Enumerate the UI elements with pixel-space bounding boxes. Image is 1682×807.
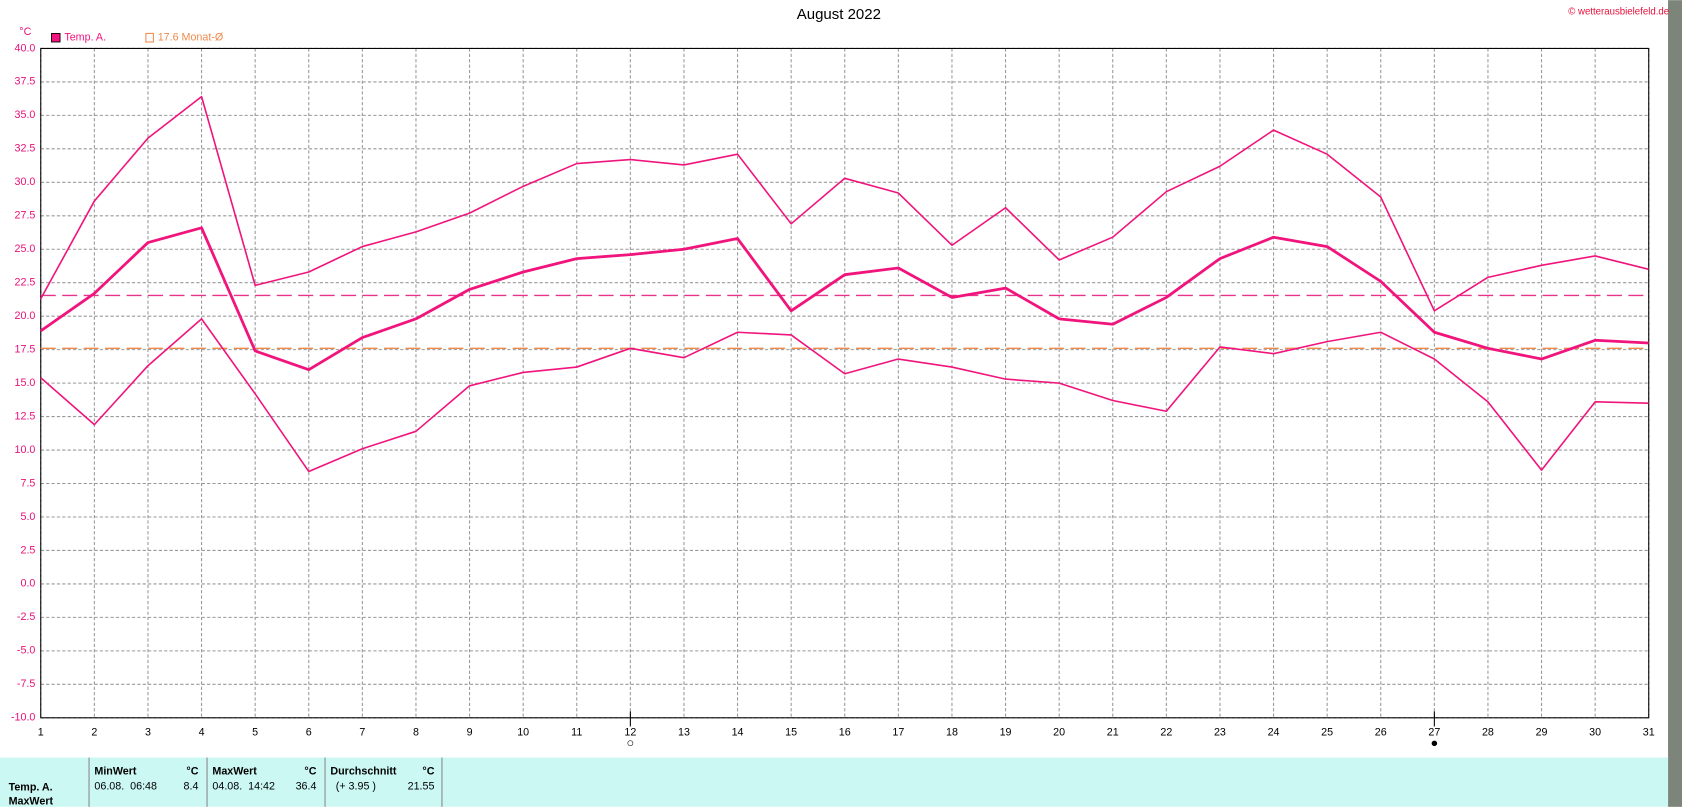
x-tick-label: 17: [892, 727, 904, 739]
x-tick-label: 24: [1268, 727, 1280, 739]
x-tick-label: 16: [839, 727, 851, 739]
table-lines: [88, 757, 443, 807]
x-tick-label: 8: [413, 727, 419, 739]
table-header: °C: [422, 765, 434, 777]
x-tick-label: 29: [1536, 727, 1548, 739]
table-cell: 8.4: [184, 780, 199, 792]
table-header: °C: [186, 765, 198, 777]
y-tick-label: 35.0: [15, 109, 36, 121]
table-header: MaxWert: [212, 765, 257, 777]
x-tick-label: 5: [252, 727, 258, 739]
table-cell: Temp. A.: [9, 781, 53, 793]
table-cell: 21.55: [408, 780, 435, 792]
x-tick-label: 6: [306, 727, 312, 739]
y-tick-label: 5.0: [20, 511, 35, 523]
x-tick-label: 1: [38, 727, 44, 739]
x-tick-label: 25: [1321, 727, 1333, 739]
x-tick-label: 21: [1107, 727, 1119, 739]
stats-table: [0, 757, 1669, 807]
x-tick-label: 27: [1428, 727, 1440, 739]
x-tick-label: 9: [467, 727, 473, 739]
x-tick-label: 2: [91, 727, 97, 739]
y-tick-label: -7.5: [17, 678, 36, 690]
moon-marker: ●: [1430, 735, 1438, 750]
x-tick-label: 3: [145, 727, 151, 739]
x-tick-label: 30: [1589, 727, 1601, 739]
x-tick-label: 22: [1160, 727, 1172, 739]
legend-swatch: [145, 32, 154, 43]
x-tick-label: 12: [624, 727, 636, 739]
table-cell: (+ 3.95 ): [336, 780, 376, 792]
legend-swatch: [51, 32, 61, 43]
y-tick-label: -5.0: [17, 645, 36, 657]
y-tick-label: 32.5: [15, 143, 36, 155]
x-tick-label: 19: [1000, 727, 1012, 739]
y-tick-label: 7.5: [20, 477, 35, 489]
x-tick-label: 26: [1375, 727, 1387, 739]
credit: © wetterausbielefeld.de: [1568, 7, 1669, 18]
x-tick-label: 18: [946, 727, 958, 739]
y-tick-label: -2.5: [17, 611, 36, 623]
x-tick-label: 11: [571, 727, 582, 739]
y-unit: °C: [19, 26, 31, 38]
y-tick-label: 37.5: [15, 76, 36, 88]
y-tick-label: 22.5: [15, 277, 36, 289]
x-tick-label: 20: [1053, 727, 1065, 739]
y-tick-label: 27.5: [15, 210, 36, 222]
table-header: MinWert: [94, 765, 137, 777]
chart-title: August 2022: [797, 6, 881, 23]
y-tick-label: 40.0: [15, 42, 36, 54]
x-tick-label: 28: [1482, 727, 1494, 739]
series-line: [39, 226, 1649, 372]
y-tick-label: 20.0: [15, 310, 36, 322]
series-line: [40, 95, 1649, 312]
moon-marker: ○: [626, 735, 634, 750]
side-strip: [1668, 0, 1682, 807]
y-tick-label: 0.0: [20, 578, 35, 590]
y-tick-label: 10.0: [15, 444, 36, 456]
y-tick-label: 12.5: [15, 410, 36, 422]
table-cell: MaxWert: [9, 795, 54, 807]
table-header: °C: [304, 765, 316, 777]
x-tick-label: 31: [1643, 727, 1655, 739]
y-tick-label: 30.0: [15, 176, 36, 188]
y-tick-label: 2.5: [20, 544, 35, 556]
x-tick-label: 15: [785, 727, 797, 739]
x-tick-label: 23: [1214, 727, 1226, 739]
x-tick-label: 14: [732, 727, 744, 739]
y-tick-label: 17.5: [15, 343, 36, 355]
table-header: Durchschnitt: [330, 765, 397, 777]
x-tick-label: 13: [678, 727, 690, 739]
y-tick-label: -10.0: [11, 712, 35, 724]
table-cell: 06.08. 06:48: [94, 780, 157, 792]
legend-label: 17.6 Monat-Ø: [158, 32, 224, 44]
table-cell: 36.4: [296, 780, 317, 792]
y-tick-label: 15.0: [15, 377, 36, 389]
x-tick-label: 4: [199, 727, 205, 739]
x-tick-label: 10: [517, 727, 529, 739]
y-tick-label: 25.0: [15, 243, 36, 255]
legend-label: Temp. A.: [64, 32, 106, 44]
x-tick-label: 7: [359, 727, 365, 739]
series-line: [40, 318, 1649, 473]
table-cell: 04.08. 14:42: [212, 780, 275, 792]
plot-frame: [40, 47, 1650, 719]
